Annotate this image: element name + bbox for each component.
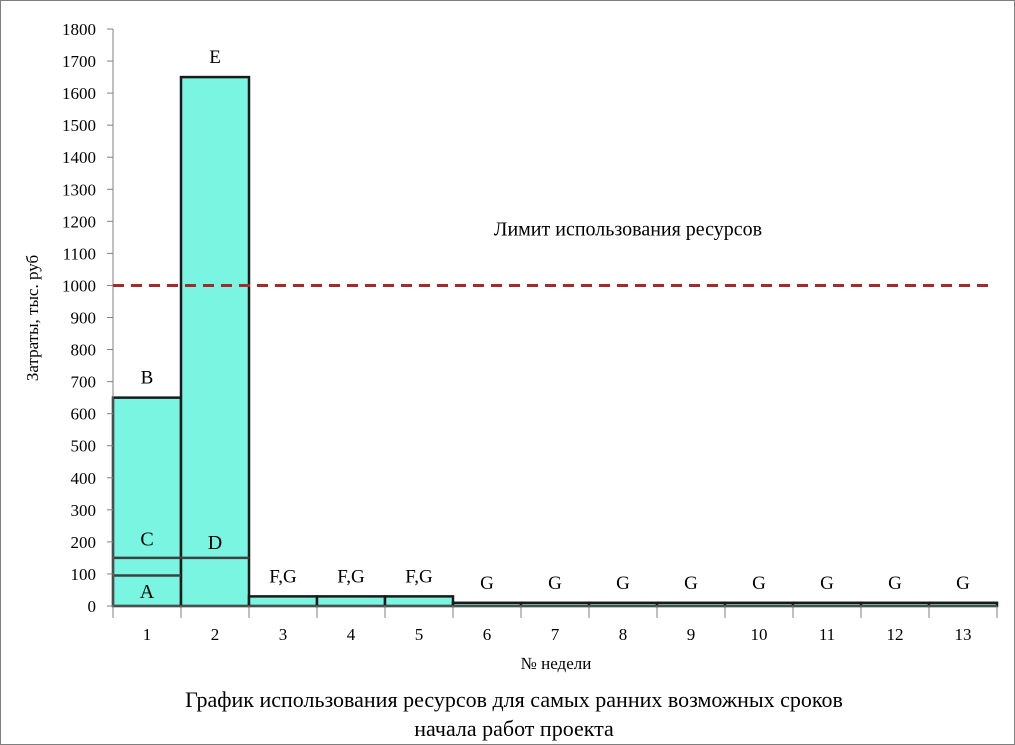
limit-label: Лимит использования ресурсов [494,218,762,240]
bar-label-week-5: F,G [405,566,433,587]
bar-label-week-2: E [209,47,221,68]
bar-label-week-11: G [820,573,834,594]
y-tick-label: 400 [71,469,97,488]
bar-week-1 [111,396,183,608]
bar-week-4 [315,595,387,608]
x-tick-label: 5 [415,625,424,644]
bar-label-week-7: G [548,573,562,594]
bar-label-week-1: B [141,368,154,389]
x-tick-label: 9 [687,625,696,644]
bars-layer [111,75,999,608]
bar-week-3 [247,595,319,608]
x-tick-label: 7 [551,625,560,644]
y-tick-label: 0 [88,597,97,616]
y-tick-label: 1600 [62,84,96,103]
bar-label-week-8: G [616,573,630,594]
x-tick-label: 3 [279,625,288,644]
axes-layer: 0 100 200 300 400 500 600 700 800 900 1000 1100 1200… [62,20,998,644]
bar-label-week-6: G [480,573,494,594]
chart-title-line-2: начала работ проекта [414,716,614,741]
y-tick-label: 1400 [62,148,96,167]
chart-title-line-1: График использования ресурсов для самых … [185,687,843,712]
y-tick-label: 500 [71,437,97,456]
bar-label-week-3: F,G [269,566,297,587]
y-tick-label: 1100 [63,244,96,263]
y-tick-label: 1500 [62,116,96,135]
x-tick-label: 2 [211,625,220,644]
y-tick-label: 800 [71,341,97,360]
y-tick-label: 900 [71,309,97,328]
x-tick-label: 13 [955,625,972,644]
segment-label-C: C [140,529,153,551]
y-tick-label: 1000 [62,276,96,295]
y-tick-label: 100 [71,565,97,584]
y-tick-label: 1700 [62,52,96,71]
x-tick-label: 11 [819,625,835,644]
bar-label-week-12: G [888,573,902,594]
x-tick-label: 4 [347,625,356,644]
bar-label-week-13: G [956,573,970,594]
bar-label-week-10: G [752,573,766,594]
segment-label-A: A [140,581,155,603]
x-tick-label: 8 [619,625,628,644]
y-tick-label: 200 [71,533,97,552]
x-axis-title: № недели [521,654,592,673]
y-tick-label: 300 [71,501,97,520]
x-tick-label: 12 [887,625,904,644]
bar-week-2 [179,75,251,608]
y-tick-label: 1300 [62,180,96,199]
y-tick-label: 700 [71,373,97,392]
x-tick-label: 1 [143,625,152,644]
x-tick-label: 10 [751,625,768,644]
y-tick-label: 1200 [62,212,96,231]
y-axis-title: Затраты, тыс. руб [23,255,42,381]
bar-label-week-4: F,G [337,566,365,587]
segment-lines-layer [113,556,249,577]
bar-week-5 [383,595,455,608]
y-tick-label: 1800 [62,20,96,39]
bar-label-week-9: G [684,573,698,594]
y-tick-label: 600 [71,405,97,424]
segment-label-D: D [208,532,222,554]
x-tick-label: 6 [483,625,492,644]
labels-layer: A C D B E F,G F,G F,G G G G G G G G G [140,47,970,603]
